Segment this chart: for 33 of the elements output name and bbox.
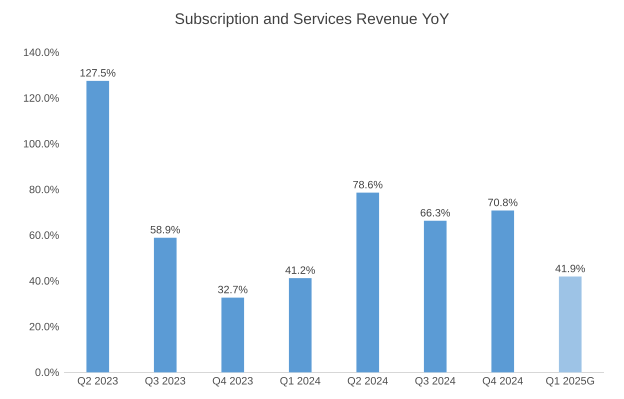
data-label: 32.7% <box>218 286 248 294</box>
bar <box>86 80 110 372</box>
x-tick-label: Q2 2023 <box>78 377 118 386</box>
x-tick-label: Q4 2023 <box>212 377 253 386</box>
chart-title: Subscription and Services Revenue YoY <box>175 12 449 28</box>
data-label: 41.2% <box>285 266 315 274</box>
data-label: 70.8% <box>488 198 518 206</box>
x-tick-label: Q1 2024 <box>280 377 320 386</box>
y-tick-label: 80.0% <box>30 186 59 194</box>
y-tick-label: 20.0% <box>30 322 59 330</box>
y-tick-label: 0.0% <box>35 368 59 376</box>
x-tick-label: Q2 2024 <box>348 377 388 386</box>
bar <box>356 192 380 372</box>
bar <box>154 238 177 372</box>
data-label: 58.9% <box>150 226 180 234</box>
y-tick-label: 120.0% <box>24 94 59 102</box>
bar <box>424 220 447 372</box>
x-tick-label: Q3 2023 <box>145 377 186 386</box>
data-label: 41.9% <box>555 264 585 272</box>
y-tick-label: 40.0% <box>29 277 59 285</box>
x-tick-label: Q3 2024 <box>415 377 456 386</box>
y-tick-label: 100.0% <box>24 140 59 148</box>
bar <box>221 298 244 372</box>
bar <box>491 210 514 372</box>
data-label: 127.5% <box>80 69 116 77</box>
bar <box>558 276 582 372</box>
y-tick-label: 140.0% <box>24 48 59 56</box>
x-tick-label: Q4 2024 <box>482 377 523 386</box>
bar <box>288 278 312 372</box>
x-tick-label: Q1 2025G <box>546 377 594 386</box>
y-tick-label: 60.0% <box>30 231 59 239</box>
data-label: 78.6% <box>353 180 382 188</box>
data-label: 66.3% <box>420 208 450 217</box>
